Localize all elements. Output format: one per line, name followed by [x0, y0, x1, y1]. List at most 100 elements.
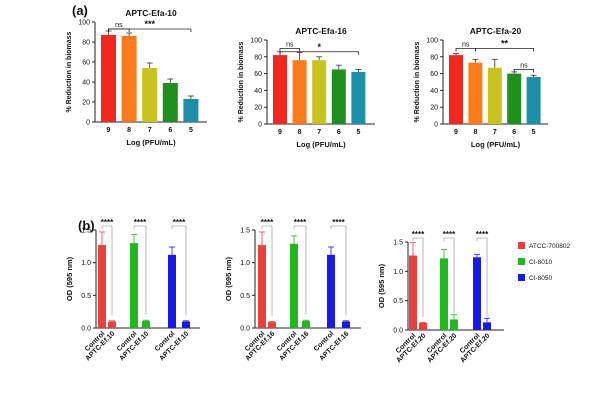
chart-5-y-tick-label: 1.5	[240, 228, 250, 235]
chart-2-significance-bracket	[279, 48, 300, 52]
chart-1-bar	[142, 68, 158, 122]
chart-3-y-tick-label: 0	[434, 122, 438, 129]
chart-1-y-tick-label: 100	[78, 20, 90, 27]
chart-5-bar	[302, 320, 310, 328]
chart-6-y-tick-label: 0.5	[393, 298, 403, 305]
chart-3-bar	[526, 76, 541, 124]
chart-5-y-tick-label: 0.5	[240, 293, 250, 300]
chart-2-x-tick-label: 7	[317, 129, 321, 136]
chart-1-bar	[162, 83, 178, 122]
chart-2-x-tick-label: 9	[278, 129, 282, 136]
chart-3-significance-bracket	[455, 48, 476, 52]
chart-3-bar	[468, 62, 483, 124]
chart-1-x-tick-label: 5	[189, 127, 193, 134]
chart-2-title: APTC-Efa-16	[295, 26, 347, 36]
chart-5-y-tick-label: 1.0	[240, 260, 250, 267]
chart-2-significance-label: ns	[286, 41, 294, 48]
chart-6-bar	[409, 255, 417, 330]
chart-3-bar	[507, 73, 522, 124]
chart-1-x-tick-label: 9	[107, 127, 111, 134]
chart-4-bar	[108, 321, 116, 328]
chart-2-x-tick-label: 8	[298, 129, 302, 136]
chart-4-y-tick-label: 1.0	[81, 260, 91, 267]
chart-1-significance-bracket	[108, 28, 130, 32]
chart-2-y-tick-label: 80	[254, 54, 262, 61]
chart-3-x-tick-label: 8	[473, 129, 477, 136]
chart-1-x-tick-label: 6	[168, 127, 172, 134]
chart-1-title: APTC-Efa-10	[125, 8, 177, 18]
chart-2-y-tick-label: 100	[250, 38, 262, 45]
chart-3-y-tick-label: 40	[430, 88, 438, 95]
chart-3-x-tick-label: 7	[493, 129, 497, 136]
chart-5-bar	[342, 321, 350, 328]
chart-6-y-tick-label: 1.0	[393, 269, 403, 276]
chart-5-y-label: OD (595 nm)	[224, 256, 233, 301]
chart-4-significance-bracket	[101, 225, 113, 316]
chart-4-bar	[130, 243, 138, 328]
chart-3-y-tick-label: 80	[430, 54, 438, 61]
chart-4-significance-bracket	[171, 225, 187, 316]
chart-5-significance-bracket	[261, 225, 273, 317]
chart-2-bar	[292, 60, 307, 124]
chart-1-y-tick-label: 20	[82, 100, 90, 107]
panel-label-a: (a)	[72, 3, 88, 18]
chart-2-x-tick-label: 5	[356, 129, 360, 136]
chart-6-bar	[483, 322, 491, 330]
chart-3-y-label: % Reduction in biomass	[414, 41, 421, 122]
chart-5-significance-bracket	[330, 225, 347, 316]
chart-1-significance-label: ***	[144, 19, 155, 29]
chart-3-bar	[487, 67, 502, 124]
chart-6-significance-bracket	[412, 237, 424, 317]
chart-2-y-tick-label: 40	[254, 88, 262, 95]
chart-2-significance-bracket	[279, 51, 359, 55]
chart-5-significance-label: ****	[332, 218, 345, 227]
chart-1-y-tick-label: 60	[82, 60, 90, 67]
chart-4-bar	[168, 254, 176, 328]
chart-1-significance-label: ns	[115, 22, 123, 29]
chart-6-significance-label: ****	[476, 230, 489, 239]
chart-6-y-label: OD (595 nm)	[377, 263, 386, 308]
chart-4-bar	[142, 320, 150, 328]
chart-1-bar	[121, 36, 137, 122]
chart-3-y-tick-label: 100	[426, 38, 438, 45]
chart-1-x-tick-label: 8	[127, 127, 131, 134]
chart-1-significance-bracket	[108, 28, 192, 32]
chart-5-bar	[327, 254, 335, 328]
chart-1-x-tick-label: 7	[148, 127, 152, 134]
legend-label: CI-8050	[529, 275, 553, 282]
panel-label-b: (b)	[78, 218, 95, 233]
chart-3-significance-label: ns	[462, 41, 470, 48]
chart-3-y-tick-label: 60	[430, 71, 438, 78]
chart-1-y-label: % Reduction in biomass	[66, 31, 73, 112]
chart-2-x-tick-label: 6	[337, 129, 341, 136]
chart-3-x-tick-label: 6	[512, 129, 516, 136]
chart-1-bar	[183, 99, 199, 122]
chart-2-bar	[351, 71, 366, 124]
legend-swatch	[518, 258, 525, 265]
chart-5-bar	[258, 245, 266, 328]
legend-swatch	[518, 274, 525, 281]
chart-3-x-tick-label: 5	[532, 129, 536, 136]
chart-3-x-label: Log (PFU/mL)	[471, 140, 521, 149]
chart-1-y-tick-label: 80	[82, 40, 90, 47]
chart-3-bar	[449, 55, 463, 125]
legend-label: CI-8010	[529, 259, 553, 266]
chart-6-significance-bracket	[476, 237, 488, 317]
chart-4-y-tick-label: 0.0	[81, 326, 91, 333]
chart-4-significance-label: ****	[173, 218, 186, 227]
chart-2-bar	[312, 60, 327, 124]
chart-5-significance-label: ****	[294, 218, 307, 227]
chart-6-bar	[419, 322, 427, 330]
chart-4-y-tick-label: 0.5	[81, 293, 91, 300]
chart-4-significance-label: ****	[101, 218, 114, 227]
chart-4-y-tick-label: 1.5	[81, 228, 91, 235]
chart-1-bar	[101, 35, 116, 122]
chart-3-title: APTC-Efa-20	[470, 26, 522, 36]
chart-2-y-tick-label: 20	[254, 105, 262, 112]
chart-3-significance-label: **	[501, 38, 509, 48]
chart-5-significance-label: ****	[261, 218, 274, 227]
chart-1-y-tick-label: 0	[86, 120, 90, 127]
chart-5-bar	[268, 322, 276, 328]
chart-2-y-label: % Reduction in biomass	[238, 41, 245, 122]
